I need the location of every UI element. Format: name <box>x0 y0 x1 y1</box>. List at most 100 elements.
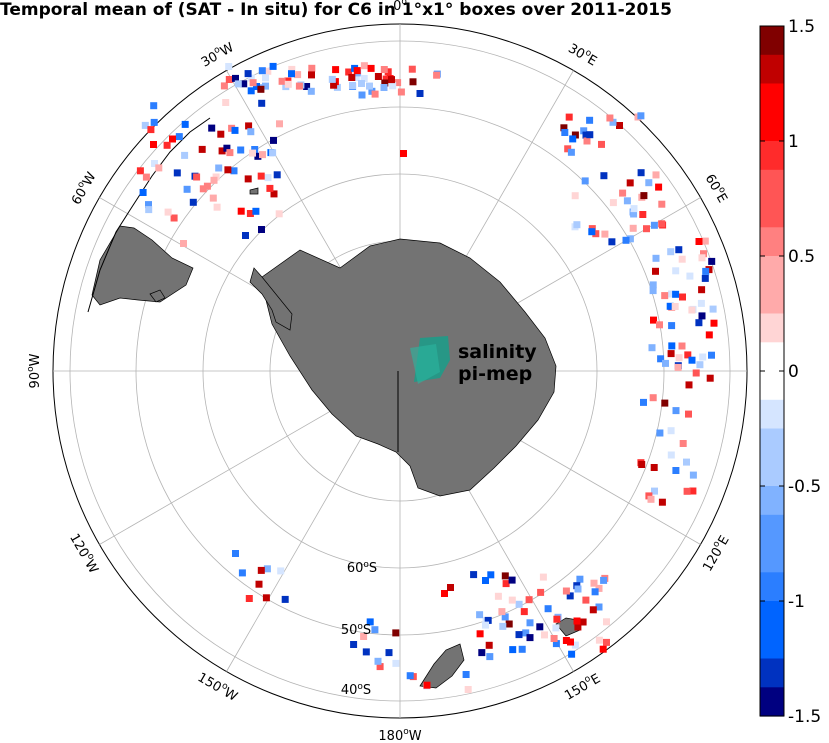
data-cell <box>441 590 448 597</box>
data-cell <box>240 80 248 88</box>
data-cell <box>358 91 366 99</box>
data-cell <box>252 207 260 215</box>
data-cell <box>408 65 416 73</box>
data-cell <box>705 331 713 339</box>
colorbar: 1.5 1 0.5 0 -0.5 -1 -1.5 <box>759 17 821 727</box>
graticule-label: 50oS <box>341 622 371 638</box>
data-cell <box>672 407 680 415</box>
data-cell <box>358 80 365 87</box>
data-cell <box>679 293 686 301</box>
colorbar-tick-label: 1 <box>788 132 799 152</box>
data-cell <box>270 190 278 198</box>
data-cell <box>603 618 610 626</box>
data-cell <box>406 672 414 680</box>
data-cell <box>374 657 382 665</box>
data-cell <box>141 121 149 129</box>
data-cell <box>470 571 478 579</box>
colorbar-tick-label: -1.5 <box>788 707 821 727</box>
data-cell <box>150 141 157 148</box>
data-cell <box>478 649 486 657</box>
data-cell <box>150 102 158 110</box>
data-cell <box>380 66 388 73</box>
data-cell <box>288 70 295 78</box>
data-cell <box>658 200 666 208</box>
data-cell <box>353 67 361 75</box>
data-cell <box>476 611 484 619</box>
colorbar-tick-label: -1 <box>788 592 805 612</box>
data-cells <box>136 62 718 693</box>
data-cell <box>561 129 569 136</box>
data-cell <box>169 135 176 143</box>
data-cell <box>349 82 356 89</box>
data-cell <box>332 66 340 74</box>
data-cell <box>482 621 489 629</box>
colorbar-step <box>760 141 784 171</box>
data-cell <box>640 192 648 200</box>
data-cell <box>400 150 407 157</box>
data-cell <box>226 149 234 157</box>
data-cell <box>266 184 274 192</box>
data-cell <box>254 152 262 160</box>
data-cell <box>409 78 417 86</box>
data-cell <box>222 99 230 106</box>
graticule-label: 0o <box>393 0 407 14</box>
island-small <box>249 187 259 195</box>
data-cell <box>249 79 257 87</box>
data-cell <box>552 640 560 648</box>
data-cell <box>278 77 286 85</box>
colorbar-step <box>760 486 784 516</box>
data-cell <box>667 248 675 256</box>
data-cell <box>689 487 697 495</box>
data-cell <box>696 361 704 369</box>
data-cell <box>333 83 341 91</box>
data-cell <box>275 210 283 218</box>
data-cell <box>193 173 201 181</box>
data-cell <box>645 179 653 187</box>
data-cell <box>683 458 690 466</box>
data-cell <box>601 230 609 238</box>
data-cell <box>259 151 266 159</box>
data-cell <box>588 228 596 236</box>
data-cell <box>520 608 528 616</box>
data-cell <box>667 427 675 435</box>
data-cell <box>515 600 523 608</box>
graticule-label: 90oW <box>26 353 43 388</box>
data-cell <box>674 363 682 371</box>
graticule-label: 60oW <box>67 169 99 208</box>
data-cell <box>264 174 272 182</box>
data-cell <box>684 351 692 359</box>
logo-icon-shade <box>410 344 440 384</box>
logo-line2: pi-mep <box>458 363 532 385</box>
data-cell <box>689 471 697 479</box>
data-cell <box>652 171 660 179</box>
colorbar-step <box>760 687 784 717</box>
data-cell <box>388 76 395 84</box>
land-masses <box>87 117 581 689</box>
data-cell <box>277 567 285 575</box>
data-cell <box>502 580 510 588</box>
data-cell <box>656 321 663 329</box>
data-cell <box>247 87 255 95</box>
data-cell <box>163 141 171 149</box>
data-cell <box>181 120 189 128</box>
data-cell <box>423 681 431 689</box>
data-cell <box>590 579 598 587</box>
map-title: Temporal mean of (SAT - In situ) for C6 … <box>0 0 672 20</box>
data-cell <box>376 663 384 671</box>
data-cell <box>237 207 245 215</box>
data-cell <box>688 356 696 364</box>
data-cell <box>374 73 382 80</box>
data-cell <box>288 65 296 73</box>
data-cell <box>623 197 631 205</box>
colorbar-step <box>760 457 784 487</box>
data-cell <box>552 624 560 632</box>
data-cell <box>345 68 353 76</box>
data-cell <box>348 74 356 81</box>
data-cell <box>672 290 680 298</box>
data-cell <box>385 649 393 657</box>
data-cell <box>609 118 617 126</box>
data-cell <box>619 189 627 197</box>
data-cell <box>553 615 561 623</box>
data-cell <box>695 319 703 327</box>
data-cell <box>237 146 245 154</box>
